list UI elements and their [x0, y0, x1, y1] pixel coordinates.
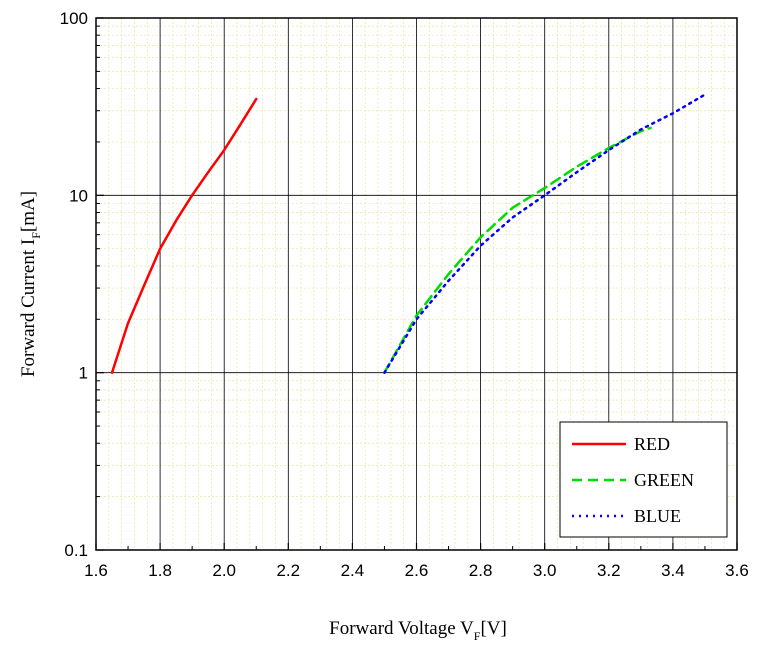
x-tick-label: 2.2: [276, 561, 300, 580]
x-tick-label: 2.4: [341, 561, 365, 580]
y-tick-labels: 0.1 1 10 100: [60, 9, 88, 560]
y-tick-label: 0.1: [64, 541, 88, 560]
x-tick-label: 2.0: [212, 561, 236, 580]
y-tick-label: 100: [60, 9, 88, 28]
x-tick-label: 1.6: [84, 561, 108, 580]
y-axis-title: Forward Current IF[mA]: [18, 191, 43, 377]
x-axis-title: Forward Voltage VF[V]: [329, 618, 507, 643]
x-tick-label: 2.6: [405, 561, 429, 580]
x-tick-label: 3.4: [661, 561, 685, 580]
legend-label-blue: BLUE: [634, 506, 681, 526]
legend-label-red: RED: [634, 434, 670, 454]
x-tick-label: 3.2: [597, 561, 621, 580]
x-tick-label: 3.0: [533, 561, 557, 580]
x-tick-label: 2.8: [469, 561, 493, 580]
series-line-blue: [383, 93, 707, 374]
x-tick-labels: 1.6 1.8 2.0 2.2 2.4 2.6 2.8 3.0 3.2 3.4 3.6: [84, 561, 749, 580]
y-tick-label: 10: [69, 186, 88, 205]
x-tick-label: 3.6: [725, 561, 749, 580]
x-tick-label: 1.8: [148, 561, 172, 580]
series-layer: [110, 93, 707, 374]
legend-box: [559, 421, 728, 538]
axis-ticks: [95, 17, 738, 551]
series-line-red: [110, 97, 258, 374]
legend-label-green: GREEN: [634, 470, 694, 490]
legend: RED GREEN BLUE: [559, 421, 728, 538]
y-tick-label: 1: [79, 364, 88, 383]
